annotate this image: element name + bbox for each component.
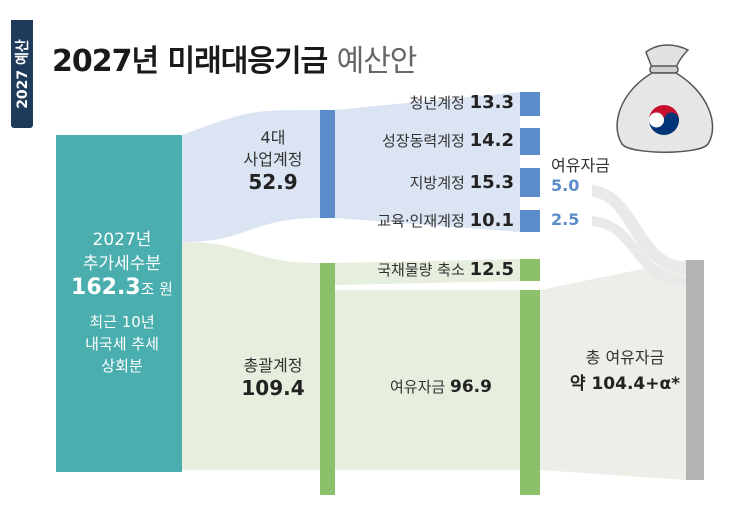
reserve-label: 여유자금 [551,156,610,175]
year-tab-label: 2027 예산 [15,39,31,109]
business-value: 52.9 [248,170,298,194]
business-label: 4대 사업계정 52.9 [228,127,318,193]
general-reserve-label: 여유자금 96.9 [390,376,492,397]
total-bar [686,260,704,480]
total-label: 총 여유자금 약 104.4+α* [565,345,685,397]
bond-label: 국채물량 축소 12.5 [344,259,514,280]
general-node [320,263,335,495]
account-name: 교육·인재계정 [377,212,465,230]
bond-bar [520,259,540,281]
reserve-value: 2.5 [551,210,580,229]
reserve-bar [520,290,540,495]
total-line1: 총 여유자금 [585,348,665,367]
source-note: 내국세 추세 [85,335,159,353]
account-value: 10.1 [469,210,514,231]
account-label: 성장동력계정 14.2 [344,130,514,151]
account-value: 14.2 [469,130,514,151]
account-bar [520,128,540,155]
flow-general-to-reserve [335,290,520,470]
general-value: 109.4 [241,376,305,400]
source-note: 최근 10년 [89,313,155,331]
source-line2: 추가세수분 [82,254,162,274]
account-name: 성장동력계정 [381,132,465,150]
business-node [320,110,335,218]
business-line2: 사업계정 [243,150,303,169]
source-note: 상회분 [101,357,143,375]
general-reserve-value: 96.9 [449,377,492,397]
general-label: 총괄계정 109.4 [228,355,318,399]
account-bar [520,210,540,232]
account-label: 지방계정 15.3 [344,172,514,193]
account-label: 청년계정 13.3 [344,92,514,113]
source-node [56,135,182,472]
bond-name: 국채물량 축소 [377,261,465,279]
year-tab: 2027 예산 [11,20,33,128]
flow-reserve25-to-total [592,216,686,286]
flow-source-to-business [182,110,320,242]
flow-source-to-general [182,242,320,470]
flow-reserve-to-total [540,260,686,480]
account-label: 교육·인재계정 10.1 [344,210,514,231]
flow-general-to-bond [335,259,520,285]
title-suffix: 예산안 [336,44,418,79]
account-bar [520,92,540,116]
reserve-value: 5.0 [551,176,580,195]
flow-reserve5-to-total [592,185,686,274]
general-reserve-name: 여유자금 [390,378,446,396]
money-bag-icon [616,44,714,153]
title-main: 2027년 미래대응기금 [52,44,328,79]
account-name: 청년계정 [409,94,465,112]
bond-value: 12.5 [469,259,514,280]
total-line2: 약 104.4+α* [569,374,681,394]
account-value: 13.3 [469,92,514,113]
source-unit: 조 원 [140,280,173,298]
general-name: 총괄계정 [243,356,303,375]
flow-business-to-accounts [335,92,520,232]
source-value: 162.3 [71,275,141,300]
account-bar [520,168,540,197]
source-label: 2027년 추가세수분 162.3조 원 최근 10년 내국세 추세 상회분 [62,228,182,377]
account-name: 지방계정 [409,174,465,192]
account-value: 15.3 [469,172,514,193]
source-line1: 2027년 [92,230,152,250]
business-line1: 4대 [260,128,286,147]
page-title: 2027년 미래대응기금 예산안 [52,36,418,80]
